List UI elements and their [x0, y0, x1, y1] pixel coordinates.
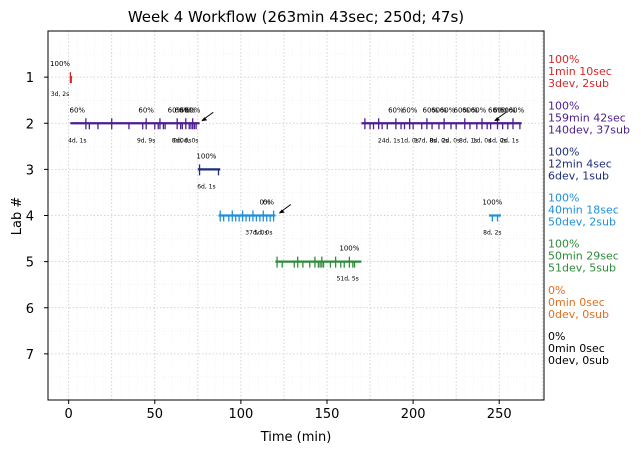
x-tick-label: 250 [487, 407, 512, 422]
lane-4-summary-line: 100% [548, 192, 579, 205]
lane-1-count-label: 3d, 2s [51, 91, 69, 98]
lane-4-percent-label: 0% [259, 199, 270, 207]
lane-5-summary-line: 100% [548, 238, 579, 251]
lane-5-percent-label: 100% [339, 245, 359, 253]
x-tick-label: 150 [315, 407, 340, 422]
y-tick-label: 5 [26, 256, 34, 271]
lane-2-count-label: 9d, 9s [137, 137, 155, 144]
lane-6-summary-line: 0min 0sec [548, 296, 605, 309]
lane-1-percent-label: 100% [50, 60, 70, 68]
lane-4-summary-line: 40min 18sec [548, 204, 619, 217]
lane-6-summary-line: 0dev, 0sub [548, 308, 609, 321]
lane-2-percent-label: 60% [402, 106, 418, 114]
lane-4-count-label: 37d, 0s [245, 230, 267, 237]
lane-3-summary-line: 6dev, 1sub [548, 169, 609, 182]
lane-2-percent-label: 60% [440, 106, 456, 114]
lane-3-count-label: 6d, 1s [197, 183, 215, 190]
y-tick-label: 4 [26, 210, 34, 225]
lane-2-percent-label: 60% [488, 106, 504, 114]
lane-2-count-label: 8d, 0s [430, 137, 448, 144]
annotation-arrowhead [278, 209, 285, 214]
lane-2-percent-label: 60% [175, 106, 191, 114]
lane-1-summary-line: 3dev, 2sub [548, 77, 609, 90]
x-tick-label: 50 [147, 407, 164, 422]
lane-1-summary-line: 100% [548, 53, 579, 66]
lane-2-percent-label: 60% [180, 106, 196, 114]
lane-2-percent-label: 60% [185, 106, 201, 114]
lane-3-summary-line: 12min 4sec [548, 157, 612, 170]
lane-2-count-label: 24d, 1s [378, 137, 400, 144]
lane-4-percent-label: 0% [263, 199, 274, 207]
lane-2-count-label: 0d, 0s [180, 137, 198, 144]
lane-7-summary-line: 0min 0sec [548, 342, 605, 355]
lane-2-percent-label: 60% [471, 106, 487, 114]
y-tick-label: 1 [26, 71, 34, 86]
lane-4-percent-label: 100% [482, 199, 502, 207]
annotation-arrowhead [201, 117, 208, 122]
x-axis-label: Time (min) [260, 430, 332, 445]
lane-2-count-label: 8d, 1s [459, 137, 477, 144]
lane-2-count-label: 1d, 0s [400, 137, 418, 144]
x-tick-label: 200 [401, 407, 426, 422]
lane-2-count-label: 1d, 0s [473, 137, 491, 144]
lane-2-count-label: 4d, 1s [68, 137, 86, 144]
lane-2-percent-label: 60% [431, 106, 447, 114]
lane-6-summary-line: 0% [548, 284, 565, 297]
lane-3-summary-line: 100% [548, 145, 579, 158]
lane-2-percent-label: 60% [509, 106, 525, 114]
y-tick-label: 3 [26, 163, 34, 178]
lane-2-percent-label: 60% [69, 106, 85, 114]
lane-7-summary-line: 0dev, 0sub [548, 354, 609, 367]
grid-lines [48, 31, 544, 400]
lane-4-count-label: 8d, 2s [483, 230, 501, 237]
lane-1-summary-line: 1min 10sec [548, 65, 612, 78]
lane-2-count-label: 4d, 0s [488, 137, 506, 144]
annotation-arrowhead [494, 117, 501, 122]
lane-2-summary-line: 140dev, 37sub [548, 123, 630, 136]
lane-2-percent-label: 60% [168, 106, 184, 114]
y-tick-label: 6 [26, 302, 34, 317]
lane-5-summary-line: 50min 29sec [548, 250, 619, 263]
lane-2-count-label: 17d, 8s [414, 137, 436, 144]
lane-7-summary-line: 0% [548, 330, 565, 343]
y-axis-label: Lab # [10, 197, 25, 236]
lane-2-count-label: 0d, 0s [173, 137, 191, 144]
lane-2-percent-label: 60% [138, 106, 154, 114]
lane-2-count-label: 0d [172, 137, 180, 144]
lane-5-summary-line: 51dev, 5sub [548, 262, 616, 275]
y-tick-label: 2 [26, 117, 34, 132]
lane-2-count-label: 2d, 0s [442, 137, 460, 144]
lane-2-percent-label: 60% [493, 106, 509, 114]
lane-2-percent-label: 60% [388, 106, 404, 114]
lane-5-count-label: 51d, 5s [337, 276, 359, 283]
lane-2-count-label: 2d, 1s [500, 137, 518, 144]
lane-2-percent-label: 60% [462, 106, 478, 114]
lane-2-summary-line: 100% [548, 99, 579, 112]
lane-3-percent-label: 100% [196, 152, 216, 160]
lane-2-summary-line: 159min 42sec [548, 111, 626, 124]
lane-4-summary-line: 50dev, 2sub [548, 216, 616, 229]
axes: 0 50 100 150 200 250 1 2 3 4 5 6 7 [26, 30, 545, 422]
lane-2-percent-label: 60% [423, 106, 439, 114]
lane-4-count-label: 5d, 0s [254, 230, 272, 237]
chart-title: Week 4 Workflow (263min 43sec; 250d; 47s… [128, 8, 464, 26]
y-tick-label: 7 [26, 348, 34, 363]
lane-2-percent-label: 60% [454, 106, 470, 114]
x-tick-label: 0 [65, 407, 73, 422]
lane-2-percent-label: 60% [500, 106, 516, 114]
x-tick-label: 100 [228, 407, 253, 422]
